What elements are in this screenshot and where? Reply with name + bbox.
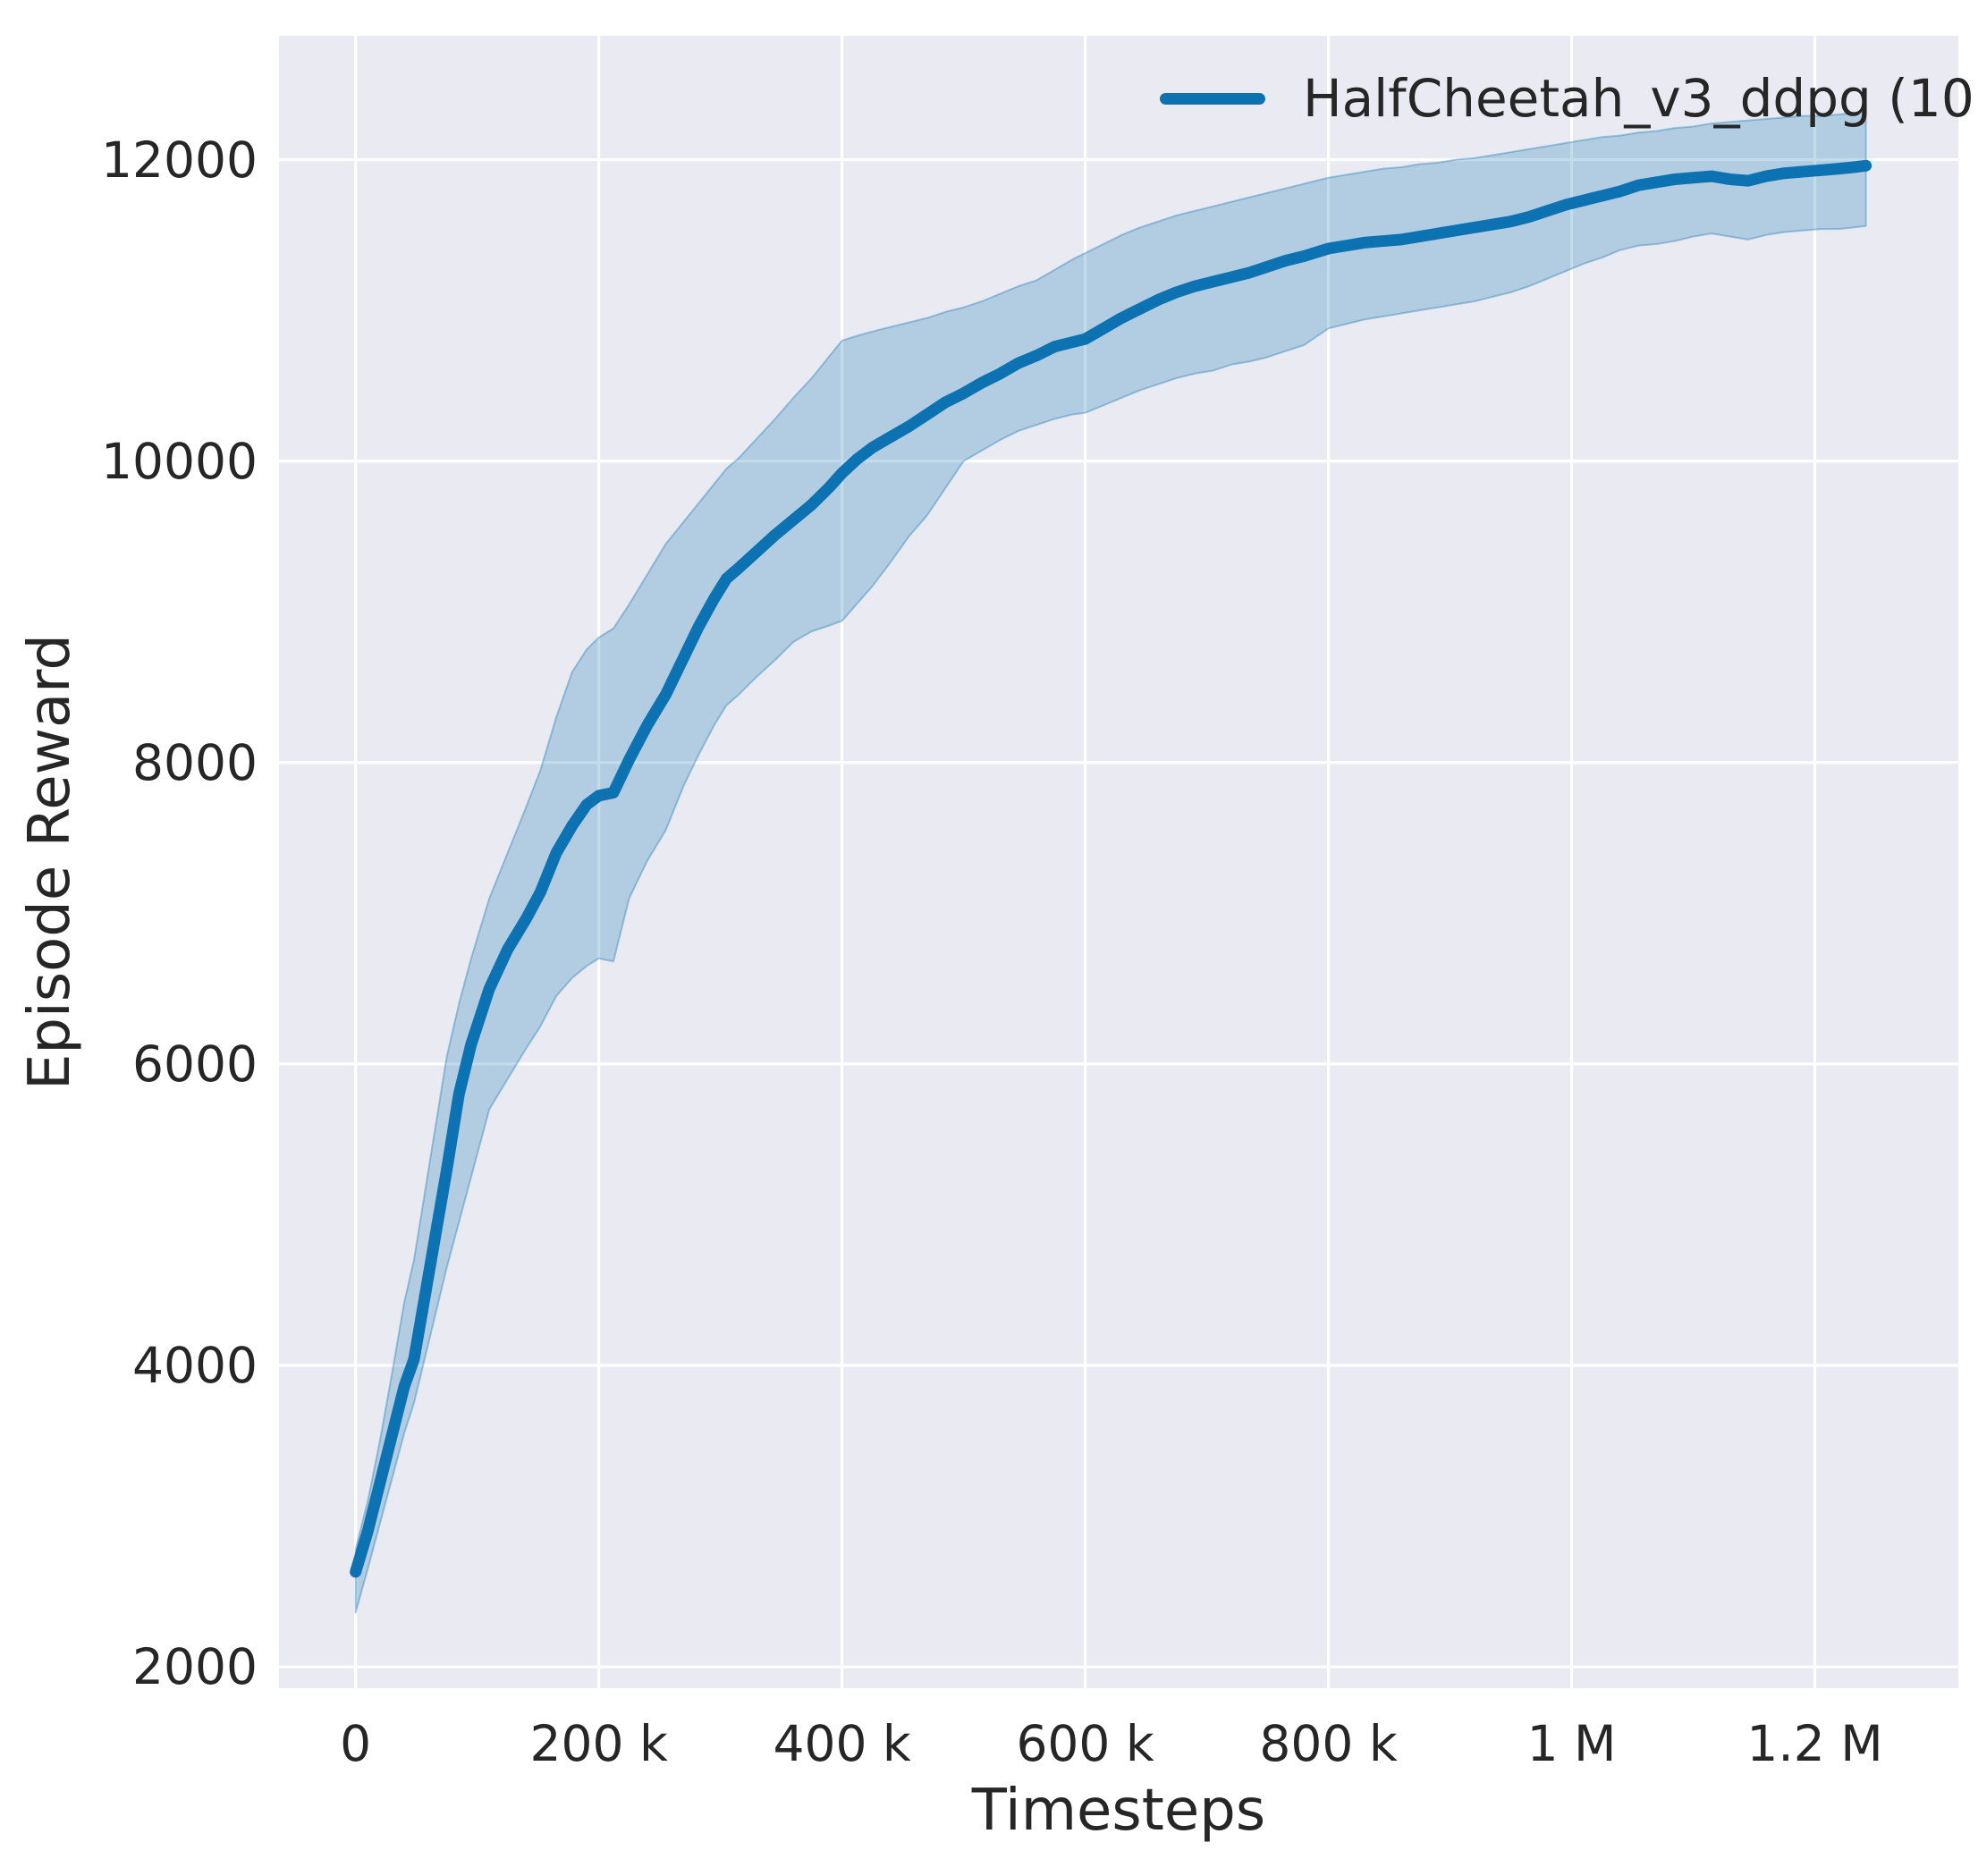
x-tick-label: 200 k <box>529 1715 668 1772</box>
x-axis-title: Timesteps <box>971 1778 1266 1844</box>
x-tick-label: 1 M <box>1526 1715 1617 1772</box>
plot-area <box>279 36 1958 1688</box>
y-axis-title: Episode Reward <box>17 633 83 1091</box>
y-tick-label: 2000 <box>132 1638 258 1696</box>
x-tick-label: 800 k <box>1259 1715 1398 1772</box>
legend-line-swatch <box>1160 92 1265 105</box>
y-tick-label: 8000 <box>132 733 258 791</box>
x-tick-label: 0 <box>340 1715 372 1772</box>
confidence-band <box>354 110 1867 1614</box>
mean-reward-line <box>350 159 1872 1578</box>
x-tick-label: 400 k <box>773 1715 911 1772</box>
x-tick-label: 1.2 M <box>1746 1715 1883 1772</box>
y-tick-label: 10000 <box>101 432 258 490</box>
y-tick-label: 12000 <box>101 131 258 189</box>
y-tick-label: 6000 <box>132 1035 258 1093</box>
y-axis-title-strip: Episode Reward <box>14 36 86 1688</box>
x-tick-label: 600 k <box>1016 1715 1154 1772</box>
y-tick-label: 4000 <box>132 1336 258 1394</box>
legend: HalfCheetah_v3_ddpg (10) <box>1160 66 1978 131</box>
legend-label: HalfCheetah_v3_ddpg (10) <box>1303 68 1978 129</box>
